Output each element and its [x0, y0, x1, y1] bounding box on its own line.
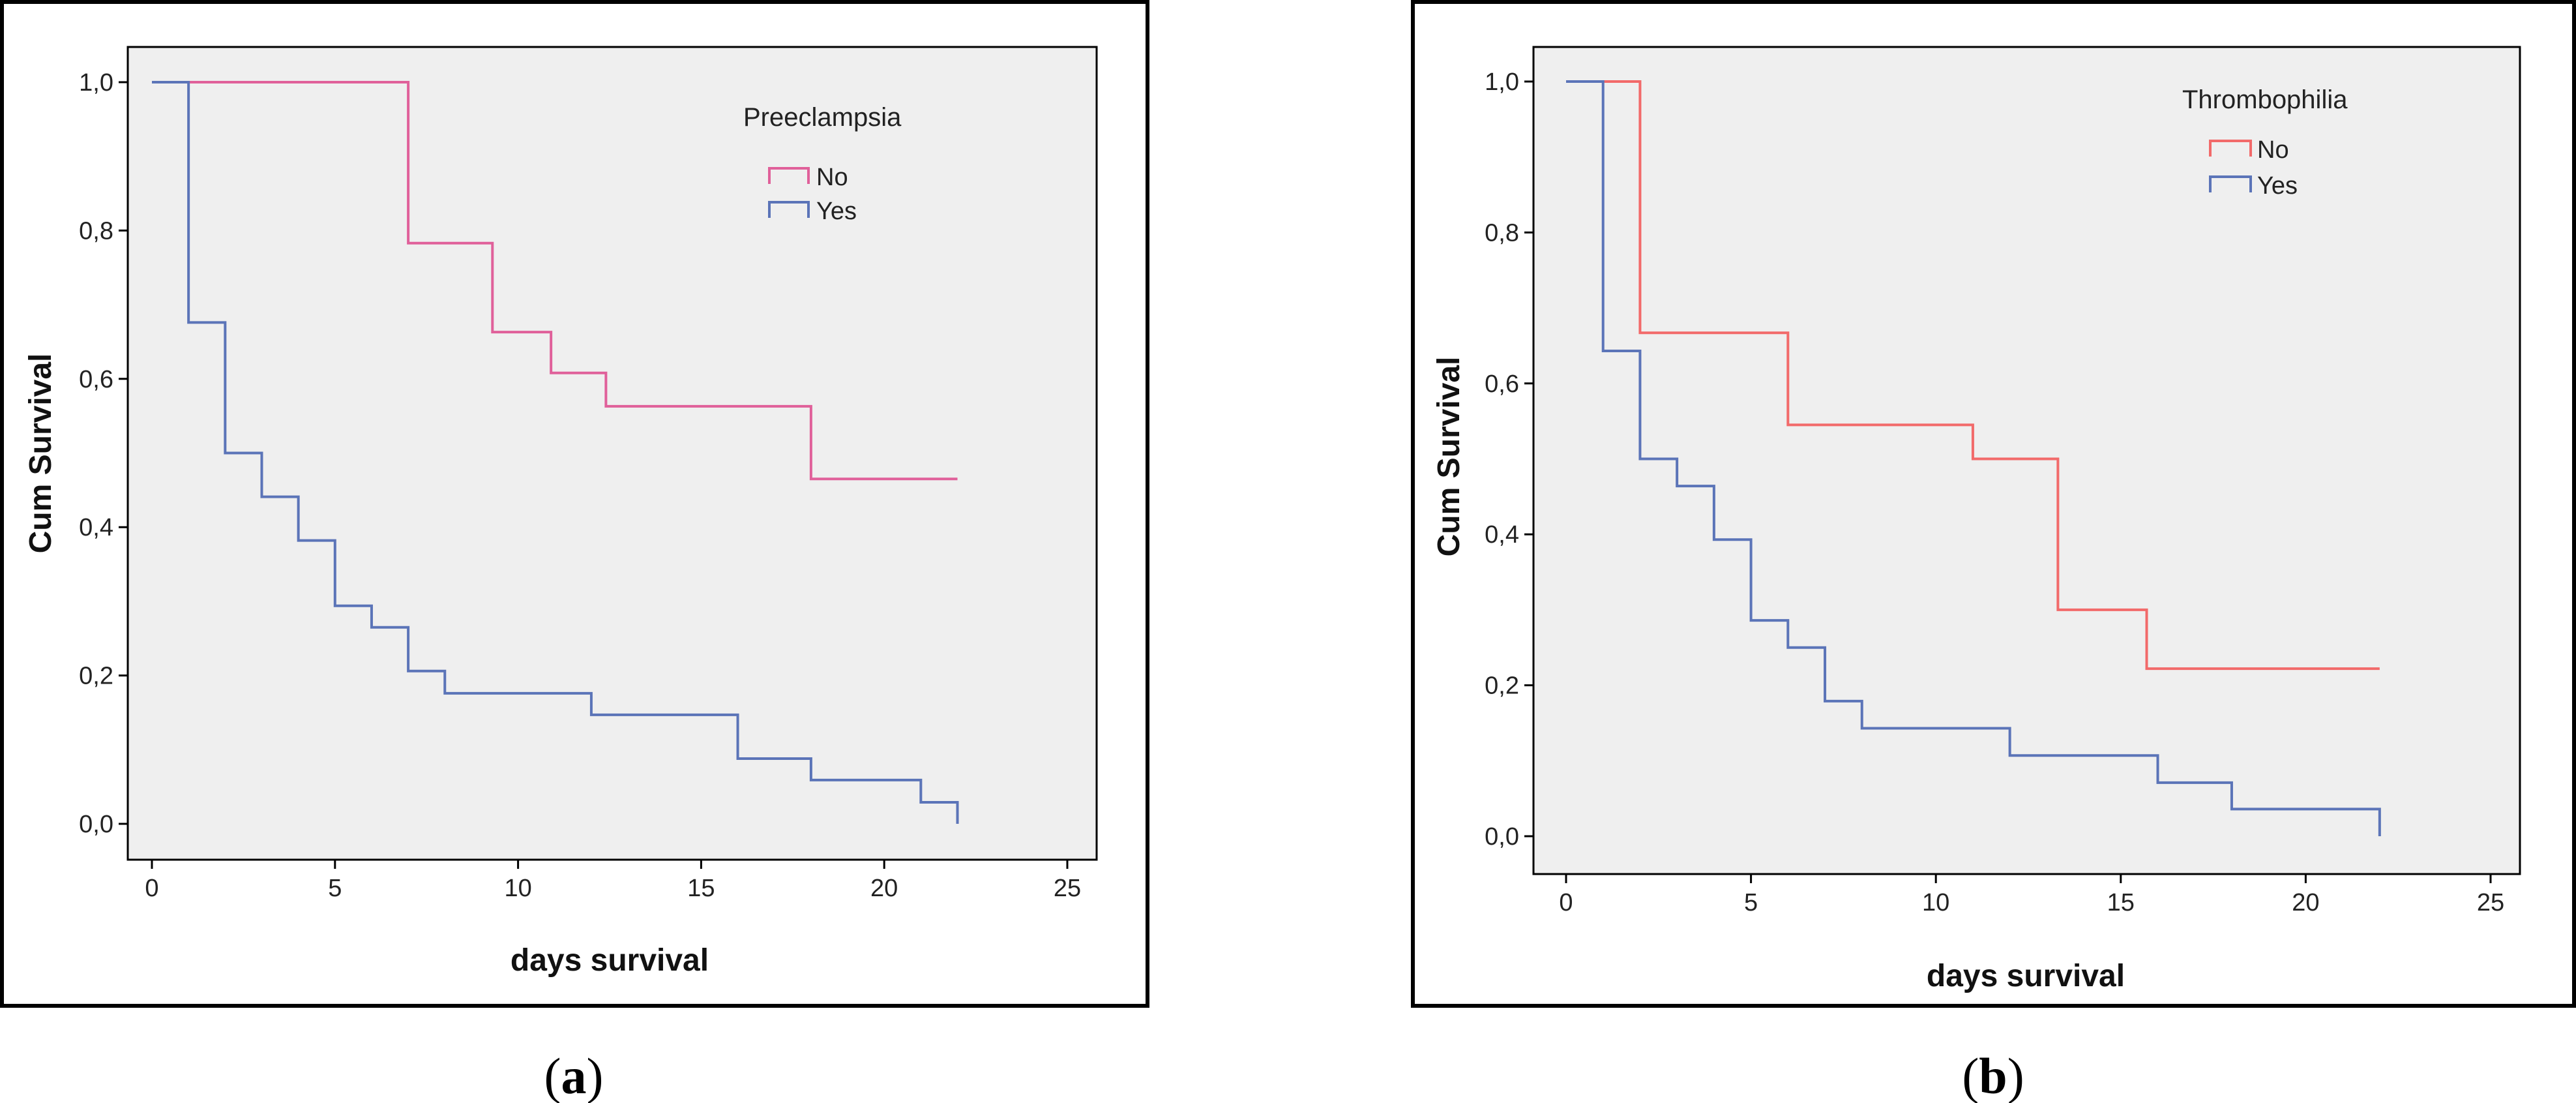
panel-a-y-tick-label: 0,4: [79, 514, 113, 541]
panel-b-x-tick-label: 10: [1922, 889, 1949, 916]
series-line-yes: [1566, 80, 2381, 836]
panel-a-x-tick-label: 0: [145, 875, 158, 902]
legend-label-yes: Yes: [816, 198, 857, 225]
panel-b-y-tick-label: 0,4: [1485, 521, 1519, 549]
panel-a-y-tick-label: 0,6: [79, 366, 113, 393]
panel-a-legend-title: Preeclampsia: [743, 103, 902, 132]
panel-b-plot-area: [1532, 46, 2521, 875]
panel-b-legend-title: Thrombophilia: [2182, 85, 2348, 114]
legend-swatch-yes: [2209, 175, 2252, 192]
panel-b-x-tick-label: 0: [1559, 889, 1573, 916]
panel-b-x-tick-label: 5: [1744, 889, 1758, 916]
panel-a-y-axis: 0,0 0,2 0,4 0,6 0,8 1,0: [79, 69, 128, 838]
chart-panel-b: 0,0 0,2 0,4 0,6 0,8 1,0 0 5 10 15 20 25 Thrombophi…: [1411, 0, 2576, 1008]
legend-label-yes: Yes: [2257, 172, 2298, 200]
legend-swatch-yes: [768, 201, 810, 218]
panel-a-y-tick-label: 0,2: [79, 663, 113, 690]
series-line-yes: [152, 81, 959, 824]
panel-b-y-tick-label: 1,0: [1485, 68, 1519, 96]
panel-a-series-lines: [152, 81, 959, 824]
panel-a-plot-area: [126, 46, 1098, 861]
panel-b-legend: Thrombophilia No Yes: [2182, 85, 2348, 200]
panel-b-x-tick-label: 15: [2107, 889, 2135, 916]
legend-swatch-no: [2209, 140, 2252, 157]
panel-a-legend: Preeclampsia No Yes: [743, 103, 902, 225]
panel-b-series-lines: [1566, 80, 2381, 836]
panel-a-caption: (a): [544, 1048, 604, 1103]
series-line-no: [1566, 80, 2380, 671]
panel-a-x-tick-label: 25: [1054, 875, 1081, 902]
panel-b-caption: (b): [1962, 1048, 2024, 1103]
panel-a-x-tick-label: 10: [504, 875, 531, 902]
chart-panel-a: 0,0 0,2 0,4 0,6 0,8 1,0 0 5 10 15 20 25 Preeclamps…: [0, 0, 1149, 1008]
panel-a-y-tick-label: 1,0: [79, 69, 113, 97]
panel-b-xlabel: days survival: [1927, 959, 2125, 993]
panel-b-x-tick-label: 25: [2477, 889, 2504, 916]
legend-label-no: No: [816, 164, 848, 191]
panel-a-x-axis: 0 5 10 15 20 25: [145, 860, 1081, 902]
panel-b-caption-letter: b: [1979, 1048, 2007, 1103]
panel-b-x-axis: 0 5 10 15 20 25: [1559, 874, 2504, 916]
panel-a-x-tick-label: 5: [328, 875, 342, 902]
panel-a-y-tick-label: 0,0: [79, 811, 113, 838]
panel-a-ylabel: Cum Survival: [23, 354, 58, 554]
panel-a-y-tick-label: 0,8: [79, 217, 113, 245]
legend-swatch-no: [768, 167, 810, 184]
panel-b-y-tick-label: 0,2: [1485, 672, 1519, 700]
panel-a-caption-letter: a: [561, 1048, 587, 1103]
series-line-no: [152, 81, 958, 481]
panel-b-ylabel: Cum Survival: [1432, 357, 1466, 557]
panel-a-x-tick-label: 15: [687, 875, 715, 902]
panel-b-y-tick-label: 0,6: [1485, 370, 1519, 398]
panel-b-x-tick-label: 20: [2292, 889, 2319, 916]
panel-b-y-axis: 0,0 0,2 0,4 0,6 0,8 1,0: [1485, 68, 1533, 851]
panel-a-x-tick-label: 20: [870, 875, 898, 902]
panel-b-y-tick-label: 0,8: [1485, 219, 1519, 247]
panel-a-xlabel: days survival: [511, 943, 709, 978]
legend-label-no: No: [2257, 136, 2289, 164]
panel-b-y-tick-label: 0,0: [1485, 823, 1519, 851]
